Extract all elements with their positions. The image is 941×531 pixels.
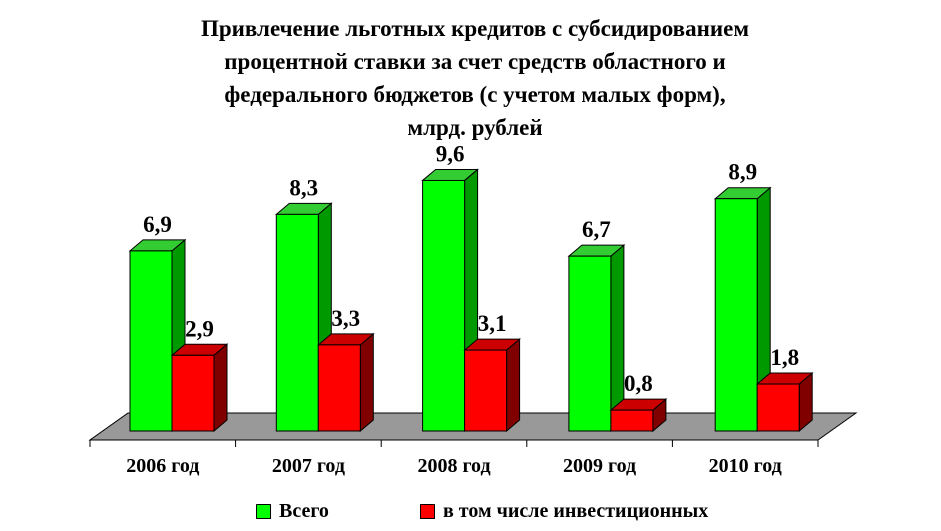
bar-investment (756, 383, 800, 432)
x-tick-label: 2010 год (709, 455, 782, 477)
bar-investment (610, 409, 654, 432)
bar-side-investment (213, 343, 228, 433)
x-tick-label: 2008 год (417, 455, 490, 477)
bar-total (422, 179, 466, 432)
bar-side-investment (359, 332, 374, 433)
data-label-total: 6,7 (582, 217, 611, 242)
bar-investment (317, 344, 361, 432)
x-tick-label: 2009 год (563, 455, 636, 477)
legend-item-total: Всего (256, 500, 329, 522)
data-label-total: 8,9 (728, 160, 757, 185)
legend-label-investment: в том числе инвестиционных (443, 499, 709, 522)
bar-total (568, 255, 612, 432)
data-label-investment: 3,3 (331, 306, 360, 331)
bar-side-investment (506, 338, 521, 433)
legend-item-investment: в том числе инвестиционных (420, 500, 708, 522)
legend-swatch-total (256, 503, 271, 519)
bar-total (129, 250, 173, 432)
chart-title: Привлечение льготных кредитов с субсидир… (201, 16, 749, 140)
data-label-total: 9,6 (436, 141, 465, 166)
bar-investment (464, 349, 508, 432)
bar-total (714, 198, 758, 432)
data-label-investment: 3,1 (478, 311, 507, 336)
legend-label-total: Всего (279, 499, 329, 522)
data-label-investment: 1,8 (770, 345, 799, 370)
bar-total (275, 213, 319, 432)
data-label-investment: 0,8 (624, 371, 653, 396)
data-label-total: 6,9 (143, 212, 172, 237)
data-label-total: 8,3 (289, 175, 318, 200)
x-tick-label: 2006 год (126, 455, 199, 477)
data-label-investment: 2,9 (185, 316, 214, 341)
legend-swatch-investment (420, 503, 435, 519)
x-tick-label: 2007 год (272, 455, 345, 477)
bar-investment (171, 354, 215, 432)
